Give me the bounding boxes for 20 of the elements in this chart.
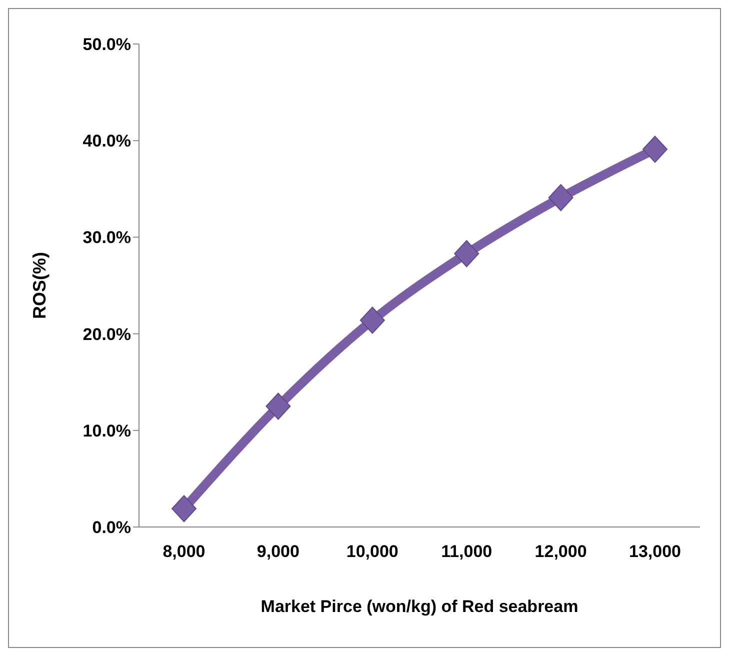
point bbox=[360, 306, 385, 334]
y-tick-label: 10.0% bbox=[82, 421, 131, 440]
point bbox=[172, 495, 196, 522]
x-tick-label: 11,000 bbox=[441, 542, 492, 562]
y-tick-label: 0.0% bbox=[92, 518, 131, 538]
x-tick-label: 9,000 bbox=[256, 542, 300, 562]
point bbox=[266, 392, 291, 420]
x-tick-label: 8,000 bbox=[162, 542, 206, 562]
x-tick-label: 13,000 bbox=[629, 542, 681, 562]
point bbox=[454, 240, 480, 268]
x-axis-title: Market Pirce (won/kg) of Red seabream bbox=[260, 597, 578, 616]
y-axis-title: ROS(%) bbox=[29, 252, 50, 319]
x-tick-label: 12,000 bbox=[534, 542, 587, 562]
point bbox=[642, 136, 668, 163]
y-tick-label: 30.0% bbox=[82, 228, 131, 248]
y-tick-label: 20.0% bbox=[82, 324, 131, 344]
y-tick-label: 50.0% bbox=[82, 35, 131, 54]
x-tick-label: 10,000 bbox=[346, 542, 398, 562]
y-tick-label: 40.0% bbox=[82, 132, 131, 151]
point bbox=[548, 184, 574, 212]
